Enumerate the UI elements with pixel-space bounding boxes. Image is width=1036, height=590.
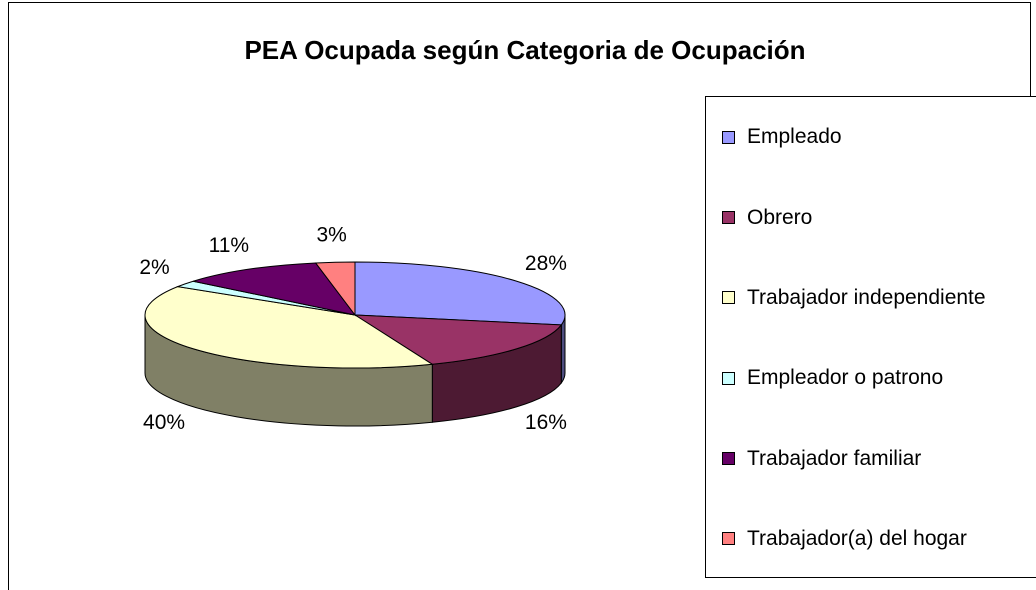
data-label: 11%	[209, 234, 249, 257]
data-label: 3%	[317, 223, 347, 246]
legend-item: Obrero	[722, 206, 812, 230]
legend-swatch	[722, 532, 735, 546]
data-label: 2%	[139, 256, 169, 279]
legend-swatch	[722, 371, 735, 385]
data-label: 40%	[143, 411, 185, 434]
data-label: 28%	[525, 252, 567, 275]
legend-label: Trabajador independiente	[747, 285, 986, 309]
legend-label: Trabajador familiar	[747, 446, 922, 470]
pie-slice	[193, 262, 357, 316]
legend-label: Obrero	[747, 205, 813, 229]
pie-slice	[354, 261, 566, 326]
legend: Empleado Obrero Trabajador independiente Em…	[705, 96, 1036, 578]
data-label: 16%	[525, 411, 567, 434]
legend-label: Empleador o patrono	[747, 366, 944, 390]
chart-frame	[8, 2, 1031, 590]
legend-swatch	[722, 130, 735, 144]
pie-slice	[144, 286, 434, 369]
legend-label: Trabajador(a) del hogar	[747, 526, 967, 550]
legend-item: Empleador o patrono	[722, 366, 943, 390]
legend-item: Empleado	[722, 125, 842, 149]
legend-swatch	[722, 291, 735, 305]
legend-item: Trabajador independiente	[722, 286, 986, 310]
pie-slice	[353, 314, 563, 365]
legend-swatch	[722, 452, 735, 465]
pie-slice	[314, 261, 356, 317]
legend-swatch	[722, 211, 735, 224]
legend-label: Empleado	[747, 125, 842, 149]
pie-side	[560, 314, 566, 385]
chart-title: PEA Ocupada según Categoria de Ocupación	[244, 35, 805, 65]
legend-item: Trabajador(a) del hogar	[722, 527, 967, 551]
legend-item: Trabajador familiar	[722, 447, 921, 471]
